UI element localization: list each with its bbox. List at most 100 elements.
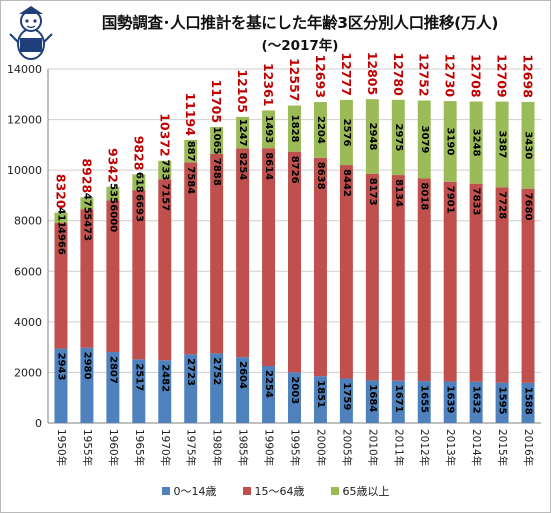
bar-segment bbox=[158, 360, 172, 423]
bar-segment bbox=[443, 381, 457, 423]
total-label: 12708 bbox=[469, 54, 484, 98]
bar-segment bbox=[313, 102, 327, 158]
chart-subtitle: (～2017年) bbox=[261, 38, 339, 54]
data-label: 3387 bbox=[497, 131, 508, 159]
data-label: 8173 bbox=[367, 178, 378, 206]
data-label: 8614 bbox=[263, 152, 274, 180]
data-label: 1065 bbox=[211, 127, 222, 155]
bar-segment bbox=[339, 99, 353, 166]
mascot-logo bbox=[9, 6, 53, 60]
x-tick-label: 1970年 bbox=[159, 429, 172, 466]
data-label: 7888 bbox=[211, 158, 222, 186]
data-label: 2752 bbox=[211, 357, 222, 385]
x-tick-label: 1950年 bbox=[55, 429, 68, 466]
chart-legend: 0～14歳 15～64歳 65歳以上 bbox=[0, 482, 551, 500]
bar-segment bbox=[365, 173, 379, 381]
data-label: 2604 bbox=[237, 361, 248, 389]
total-label: 10372 bbox=[157, 113, 172, 157]
data-label: 1655 bbox=[419, 385, 430, 413]
total-label: 11705 bbox=[209, 80, 224, 124]
total-label: 12557 bbox=[287, 58, 302, 102]
data-label: 2254 bbox=[263, 370, 274, 398]
data-label: 2723 bbox=[185, 358, 196, 386]
bar-segment bbox=[106, 200, 120, 353]
x-tick-label: 1960年 bbox=[107, 429, 120, 466]
bar-segment bbox=[391, 99, 405, 176]
bar-segment bbox=[521, 188, 535, 383]
bar-segment bbox=[469, 101, 483, 184]
total-label: 12730 bbox=[443, 54, 458, 98]
data-label: 1759 bbox=[341, 383, 352, 411]
data-label: 1639 bbox=[445, 386, 456, 414]
data-label: 3079 bbox=[419, 126, 430, 154]
total-label: 12752 bbox=[417, 53, 432, 97]
data-label: 8134 bbox=[393, 179, 404, 207]
bar-segment bbox=[469, 183, 483, 382]
legend-label-0-14: 0～14歳 bbox=[173, 485, 217, 498]
y-tick-label: 6000 bbox=[14, 265, 42, 278]
data-label: 2980 bbox=[81, 352, 92, 380]
total-label: 12361 bbox=[261, 63, 276, 107]
x-tick-label: 1955年 bbox=[81, 429, 94, 466]
data-label: 411 bbox=[55, 207, 66, 228]
x-tick-label: 2005年 bbox=[340, 429, 353, 466]
bar-segment bbox=[132, 190, 146, 360]
bar-segment bbox=[339, 378, 353, 423]
bar-segment bbox=[417, 178, 431, 382]
bar-segment bbox=[391, 175, 405, 381]
data-label: 1671 bbox=[393, 385, 404, 413]
bar-segment bbox=[132, 359, 146, 423]
data-label: 7728 bbox=[497, 191, 508, 219]
bar-segment bbox=[365, 99, 379, 174]
data-label: 618 bbox=[133, 172, 144, 193]
data-label: 2943 bbox=[55, 353, 66, 381]
total-label: 8928 bbox=[79, 158, 94, 193]
x-tick-label: 2000年 bbox=[314, 429, 327, 466]
bar-segment bbox=[391, 380, 405, 423]
data-label: 7833 bbox=[471, 188, 482, 216]
bar-segment bbox=[495, 187, 509, 383]
x-tick-label: 2014年 bbox=[470, 429, 483, 466]
data-label: 8726 bbox=[289, 156, 300, 184]
bar-segment bbox=[80, 347, 94, 423]
total-label: 12105 bbox=[235, 69, 250, 113]
bar-segment bbox=[313, 376, 327, 423]
legend-swatch-15-64 bbox=[242, 487, 251, 495]
bar-segment bbox=[262, 110, 276, 149]
y-tick-label: 10000 bbox=[7, 164, 42, 177]
data-label: 8254 bbox=[237, 152, 248, 180]
x-tick-label: 2011年 bbox=[392, 429, 405, 466]
data-label: 1493 bbox=[263, 115, 274, 143]
bar-segment bbox=[54, 223, 68, 349]
x-tick-label: 2010年 bbox=[366, 429, 379, 466]
bar-segment bbox=[443, 181, 457, 382]
bar-segment bbox=[339, 165, 353, 379]
bar-segment bbox=[495, 382, 509, 423]
bar-segment bbox=[184, 139, 198, 163]
bar-segment bbox=[495, 101, 509, 188]
bar-segment bbox=[106, 186, 120, 201]
data-label: 1247 bbox=[237, 119, 248, 147]
data-label: 8442 bbox=[341, 169, 352, 197]
bar-segment bbox=[236, 148, 250, 358]
bar-segment bbox=[365, 380, 379, 423]
total-label: 8320 bbox=[53, 174, 68, 209]
x-tick-label: 1985年 bbox=[237, 429, 250, 466]
stacked-bar-chart: 0 2000 4000 6000 8000 10000 12000 14000 2943 4966… bbox=[7, 52, 541, 466]
data-label: 1595 bbox=[497, 387, 508, 415]
bar-segment bbox=[443, 101, 457, 182]
bar-segment bbox=[106, 352, 120, 423]
data-label: 1632 bbox=[471, 386, 482, 414]
data-label: 2204 bbox=[315, 116, 326, 144]
data-label: 7680 bbox=[523, 193, 534, 221]
data-label: 8018 bbox=[419, 182, 430, 210]
data-label: 1684 bbox=[367, 384, 378, 412]
data-label: 1828 bbox=[289, 115, 300, 143]
data-label: 2003 bbox=[289, 376, 300, 404]
bar-segment bbox=[236, 357, 250, 423]
data-label: 7584 bbox=[185, 166, 196, 194]
data-label: 2975 bbox=[393, 124, 404, 152]
data-label: 2807 bbox=[107, 356, 118, 384]
x-tick-label: 2012年 bbox=[418, 429, 431, 466]
x-tick-label: 1995年 bbox=[289, 429, 302, 466]
